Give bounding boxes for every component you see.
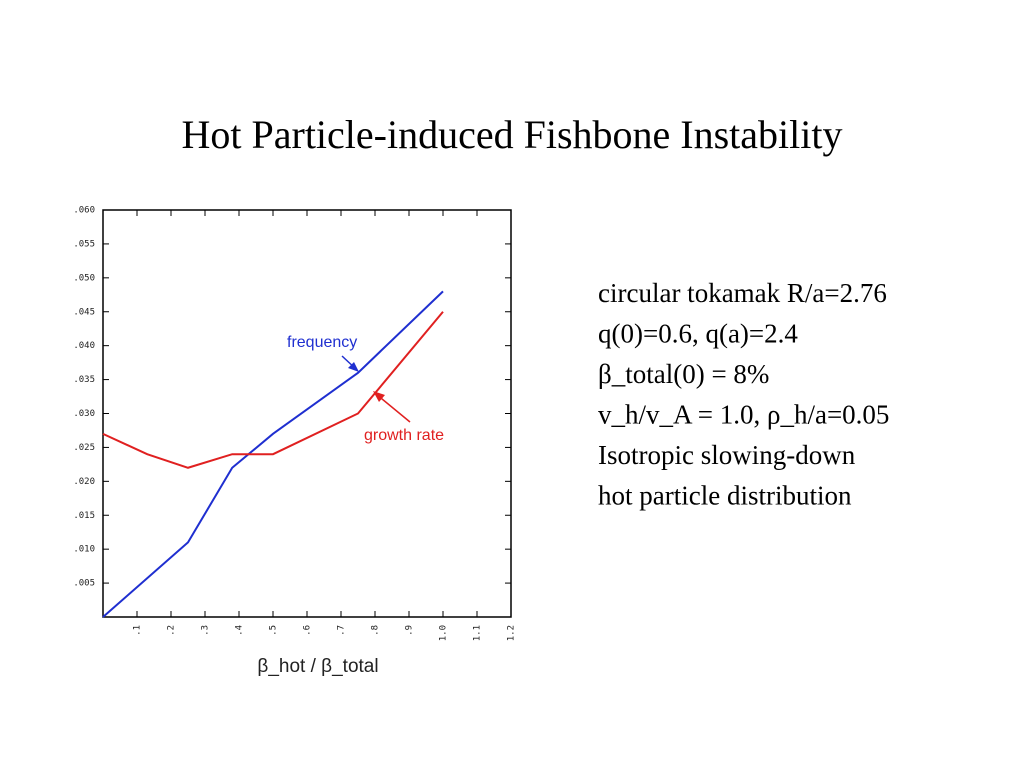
y-tick-label: .045 — [73, 307, 95, 317]
note-line: β_total(0) = 8% — [598, 359, 769, 389]
y-tick-label: .060 — [73, 206, 95, 216]
annotation: growth rate — [364, 427, 444, 444]
x-tick-label: .7 — [337, 625, 347, 636]
note-line: v_h/v_A = 1.0, ρ_h/a=0.05 — [598, 400, 889, 430]
y-tick-label: .010 — [73, 545, 95, 555]
y-tick-label: .020 — [73, 477, 95, 487]
note-line: circular tokamak R/a=2.76 — [598, 278, 887, 308]
x-tick-label: 1.0 — [439, 625, 449, 641]
arrowhead — [348, 362, 359, 372]
note-line: hot particle distribution — [598, 481, 852, 511]
x-tick-label: .9 — [405, 625, 415, 636]
y-tick-label: .030 — [73, 409, 95, 419]
x-axis-label: β_hot / β_total — [257, 656, 378, 677]
y-tick-label: .050 — [73, 273, 95, 283]
y-tick-label: .025 — [73, 443, 95, 453]
arrowhead — [373, 391, 385, 402]
annotation: frequency — [287, 334, 357, 351]
data-line — [102, 290, 444, 618]
y-tick-label: .005 — [73, 579, 95, 589]
x-tick-label: 1.2 — [507, 625, 517, 641]
y-tick-label: .040 — [73, 341, 95, 351]
y-tick-label: .015 — [73, 511, 95, 521]
x-tick-label: .5 — [269, 625, 279, 636]
x-tick-label: .2 — [167, 625, 177, 636]
x-tick-label: 1.1 — [473, 625, 483, 641]
plot-frame — [102, 209, 512, 618]
x-tick-label: .1 — [133, 625, 143, 636]
note-line: Isotropic slowing-down — [598, 440, 856, 470]
note-line: q(0)=0.6, q(a)=2.4 — [598, 319, 798, 349]
data-line — [102, 311, 444, 469]
y-tick-label: .055 — [73, 239, 95, 249]
slide-title: Hot Particle-induced Fishbone Instabilit… — [182, 112, 843, 157]
x-tick-label: .8 — [371, 625, 381, 636]
y-tick-label: .035 — [73, 375, 95, 385]
x-tick-label: .6 — [303, 625, 313, 636]
x-tick-label: .3 — [201, 625, 211, 636]
notes: circular tokamak R/a=2.76 q(0)=0.6, q(a)=… — [598, 278, 889, 511]
x-tick-label: .4 — [235, 625, 245, 636]
